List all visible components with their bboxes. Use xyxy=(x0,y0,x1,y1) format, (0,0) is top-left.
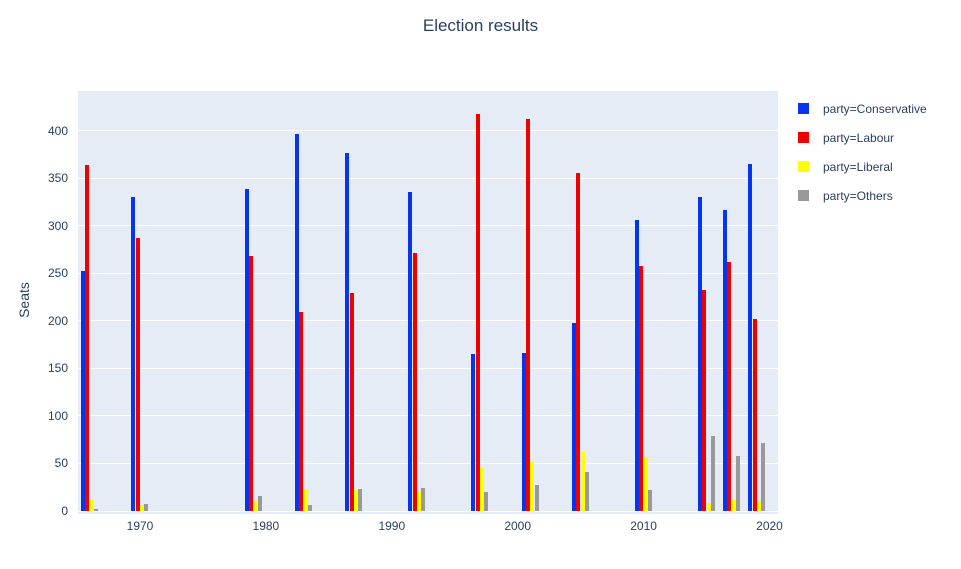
bar-labour-1987[interactable] xyxy=(349,293,354,511)
bar-conservative-2019[interactable] xyxy=(748,163,753,511)
bar-liberal-1970[interactable] xyxy=(140,505,144,511)
bar-others-1979[interactable] xyxy=(257,495,262,511)
gridline-150 xyxy=(78,367,778,369)
gridline-200 xyxy=(78,320,778,322)
bar-liberal-2010[interactable] xyxy=(643,456,648,511)
bar-others-2019[interactable] xyxy=(761,442,766,511)
gridline-400 xyxy=(78,130,778,132)
gridline-250 xyxy=(78,272,778,274)
y-tick-label-200: 200 xyxy=(47,313,68,328)
gridline-100 xyxy=(78,415,778,417)
legend-label: party=Labour xyxy=(823,130,895,145)
bar-others-1983[interactable] xyxy=(307,505,312,511)
bar-others-2001[interactable] xyxy=(534,485,539,511)
bar-labour-1970[interactable] xyxy=(135,238,140,511)
y-tick-label-350: 350 xyxy=(47,171,68,186)
legend-item-others[interactable]: party=Others xyxy=(798,181,927,210)
bar-labour-2005[interactable] xyxy=(576,172,581,511)
bar-conservative-1966[interactable] xyxy=(81,271,86,511)
bar-others-2010[interactable] xyxy=(647,490,652,511)
bar-conservative-2005[interactable] xyxy=(572,322,577,511)
legend-label: party=Liberal xyxy=(823,159,893,174)
bar-others-2017[interactable] xyxy=(736,455,741,511)
bar-conservative-2001[interactable] xyxy=(521,353,526,511)
y-tick-label-300: 300 xyxy=(47,218,68,233)
y-tick-label-150: 150 xyxy=(47,361,68,376)
bar-conservative-2015[interactable] xyxy=(697,197,702,511)
bar-others-1970[interactable] xyxy=(144,504,149,511)
legend-item-conservative[interactable]: party=Conservative xyxy=(798,94,927,123)
legend-swatch-icon xyxy=(798,103,809,114)
y-tick-label-100: 100 xyxy=(47,408,68,423)
bar-others-1987[interactable] xyxy=(358,489,363,511)
y-tick-label-0: 0 xyxy=(61,504,68,518)
legend-swatch-icon xyxy=(798,190,809,201)
x-tick-label-2010: 2010 xyxy=(630,519,657,533)
legend-label: party=Others xyxy=(823,188,893,203)
x-tick-label-1980: 1980 xyxy=(252,519,280,533)
bar-labour-1983[interactable] xyxy=(299,312,304,511)
x-tick-label-2000: 2000 xyxy=(504,519,532,533)
bar-liberal-1979[interactable] xyxy=(253,500,258,511)
bar-conservative-1997[interactable] xyxy=(471,354,476,511)
bar-others-2015[interactable] xyxy=(710,435,715,511)
x-tick-label-1970: 1970 xyxy=(126,519,154,533)
bar-labour-2019[interactable] xyxy=(752,318,757,511)
bar-liberal-2015[interactable] xyxy=(706,503,711,511)
x-tick-label-2020: 2020 xyxy=(756,519,783,533)
bar-labour-2010[interactable] xyxy=(639,265,644,511)
chart-title: Election results xyxy=(422,16,539,35)
bar-labour-1997[interactable] xyxy=(475,113,480,511)
bar-others-1997[interactable] xyxy=(484,491,489,511)
bar-labour-1992[interactable] xyxy=(412,253,417,511)
bar-liberal-1992[interactable] xyxy=(416,491,421,511)
legend-item-liberal[interactable]: party=Liberal xyxy=(798,152,927,181)
y-axis-title: Seats xyxy=(16,282,32,318)
gridline-300 xyxy=(78,225,778,227)
bar-labour-2015[interactable] xyxy=(702,290,707,511)
legend-swatch-icon xyxy=(798,132,809,143)
bar-conservative-2010[interactable] xyxy=(635,220,639,511)
y-tick-label-400: 400 xyxy=(47,123,68,138)
bar-others-1992[interactable] xyxy=(421,488,426,511)
bar-liberal-1983[interactable] xyxy=(303,489,308,511)
bar-conservative-2017[interactable] xyxy=(723,209,728,511)
bar-liberal-2017[interactable] xyxy=(731,499,736,511)
legend-label: party=Conservative xyxy=(823,101,927,116)
bar-conservative-1992[interactable] xyxy=(408,191,413,511)
bar-conservative-1987[interactable] xyxy=(345,153,350,511)
y-tick-label-250: 250 xyxy=(47,266,68,281)
legend: party=Conservative party=Labour party=Libe… xyxy=(798,94,927,210)
x-tick-label-1990: 1990 xyxy=(378,519,406,533)
bar-liberal-2005[interactable] xyxy=(580,452,585,511)
gridline-350 xyxy=(78,177,778,179)
bar-labour-1966[interactable] xyxy=(85,164,90,511)
legend-swatch-icon xyxy=(798,161,809,172)
bar-liberal-1987[interactable] xyxy=(354,490,359,511)
bar-conservative-1983[interactable] xyxy=(295,133,300,511)
bar-labour-1979[interactable] xyxy=(249,256,253,511)
bar-labour-2017[interactable] xyxy=(727,261,732,511)
bar-liberal-2001[interactable] xyxy=(530,461,535,511)
bar-liberal-1997[interactable] xyxy=(479,468,484,511)
y-tick-label-50: 50 xyxy=(54,456,68,471)
legend-item-labour[interactable]: party=Labour xyxy=(798,123,927,152)
bar-others-1966[interactable] xyxy=(93,509,98,511)
bar-liberal-2019[interactable] xyxy=(756,500,761,511)
bar-liberal-1966[interactable] xyxy=(89,499,94,511)
gridline-50 xyxy=(78,462,778,464)
bar-conservative-1970[interactable] xyxy=(131,197,136,511)
bar-labour-2001[interactable] xyxy=(525,119,530,511)
bar-conservative-1979[interactable] xyxy=(244,188,249,511)
bar-others-2005[interactable] xyxy=(584,472,589,511)
plot-area xyxy=(78,91,778,514)
gridline-0 xyxy=(78,510,778,512)
